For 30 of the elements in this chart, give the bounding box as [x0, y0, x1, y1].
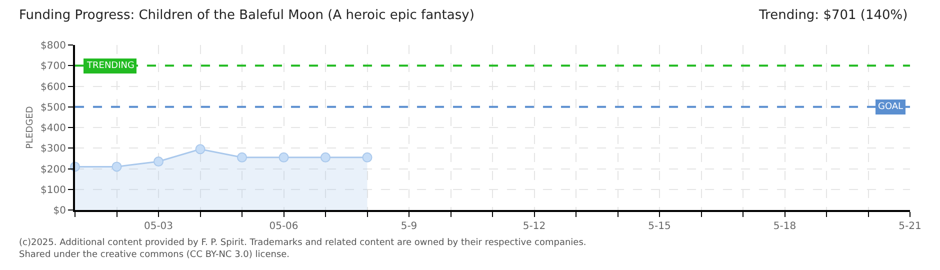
point	[237, 152, 247, 162]
y-tick-label: $200	[40, 164, 66, 176]
text: (c)2025. Additional content provided by F. P. Spirit. Trademarks and related content are owned by their respective companies.	[19, 238, 586, 248]
point	[320, 152, 330, 162]
ref-line-label: TRENDING	[86, 61, 134, 71]
y-tick-label: $600	[40, 82, 66, 93]
y-tick-label: $100	[40, 184, 66, 196]
x-tick-label: 5-15	[648, 221, 671, 232]
x-tick-label: 05-03	[144, 221, 174, 232]
y-tick-label: $700	[40, 61, 66, 72]
y-tick-label: $800	[40, 40, 66, 52]
chart-title: Funding Progress: Children of the Baleful Moon (A heroic epic fantasy)	[19, 8, 474, 23]
point	[362, 152, 372, 162]
text: Shared under the creative commons (CC BY-NC 3.0) license.	[19, 250, 290, 260]
y-tick-label: $400	[40, 123, 66, 134]
x-tick-label: 5-12	[522, 221, 546, 232]
point	[195, 144, 206, 154]
x-tick-label: 5-21	[898, 221, 922, 232]
chart-subtitle: Trending: $701 (140%)	[758, 8, 908, 23]
point	[154, 156, 164, 167]
point	[112, 162, 122, 172]
y-tick-label: $0	[53, 206, 66, 216]
y-axis-title: PLEDGED	[25, 106, 36, 149]
y-tick-label: $500	[40, 102, 66, 114]
x-tick-label: 05-06	[269, 221, 298, 232]
point	[278, 152, 289, 162]
ref-line-label: GOAL	[878, 102, 904, 112]
y-tick-label: $300	[40, 144, 66, 155]
x-tick-label: 5-9	[400, 221, 418, 232]
x-tick-label: 5-18	[773, 221, 796, 232]
